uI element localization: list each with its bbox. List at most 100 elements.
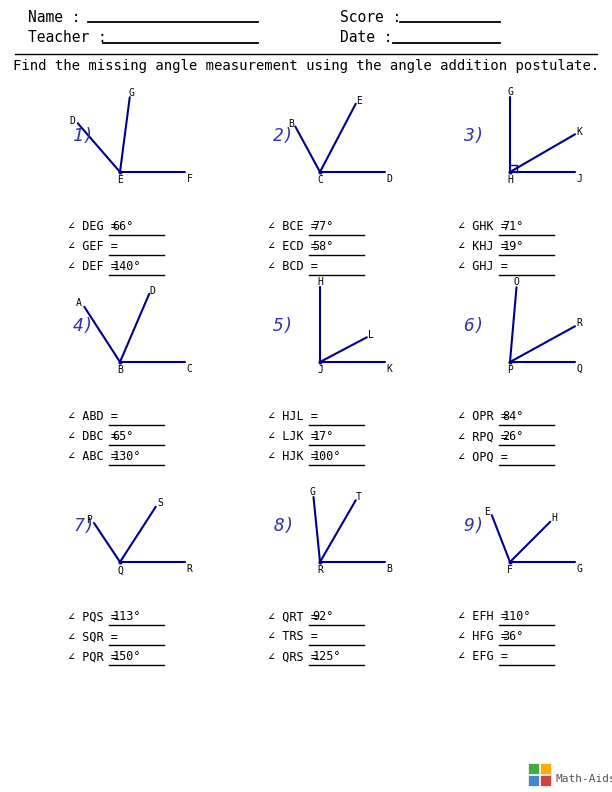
Text: L: L: [368, 329, 374, 340]
Text: R: R: [577, 318, 583, 328]
Text: ∠ LJK =: ∠ LJK =: [268, 431, 318, 444]
Text: 92°: 92°: [313, 611, 334, 623]
Text: Find the missing angle measurement using the angle addition postulate.: Find the missing angle measurement using…: [13, 59, 599, 73]
Text: 4): 4): [73, 318, 95, 335]
Text: B: B: [117, 365, 123, 375]
Text: Name :: Name :: [28, 10, 81, 25]
Text: 17°: 17°: [313, 431, 334, 444]
Text: 71°: 71°: [502, 220, 524, 234]
Text: ∠ GHJ =: ∠ GHJ =: [458, 261, 508, 273]
Text: R: R: [187, 563, 193, 573]
Text: ∠ BCE =: ∠ BCE =: [268, 220, 318, 234]
Text: ∠ HFG =: ∠ HFG =: [458, 630, 508, 643]
Text: 7): 7): [73, 517, 95, 535]
Text: 8): 8): [273, 517, 295, 535]
Text: 84°: 84°: [502, 410, 524, 424]
Text: D: D: [387, 173, 392, 184]
Text: ∠ PQR =: ∠ PQR =: [68, 650, 118, 664]
Text: ∠ SQR =: ∠ SQR =: [68, 630, 118, 643]
Text: ∠ BCD =: ∠ BCD =: [268, 261, 318, 273]
Text: 113°: 113°: [113, 611, 141, 623]
Text: K: K: [577, 127, 583, 137]
Text: ∠ QRS =: ∠ QRS =: [268, 650, 318, 664]
Text: ∠ PQS =: ∠ PQS =: [68, 611, 118, 623]
Text: ∠ KHJ =: ∠ KHJ =: [458, 241, 508, 253]
Text: Date :: Date :: [340, 31, 392, 45]
Text: Score :: Score :: [340, 10, 401, 25]
Text: 3): 3): [463, 128, 485, 145]
Text: 19°: 19°: [502, 241, 524, 253]
Text: S: S: [157, 498, 163, 508]
Text: 2): 2): [273, 128, 295, 145]
Text: ∠ DEG =: ∠ DEG =: [68, 220, 118, 234]
Bar: [528, 775, 539, 786]
Text: D: D: [149, 285, 155, 295]
Text: Q: Q: [577, 364, 583, 374]
Text: 100°: 100°: [313, 451, 341, 463]
Text: 9): 9): [463, 517, 485, 535]
Text: F: F: [187, 173, 193, 184]
Text: 125°: 125°: [313, 650, 341, 664]
Text: E: E: [484, 507, 490, 517]
Text: ∠ EFH =: ∠ EFH =: [458, 611, 508, 623]
Text: G: G: [309, 487, 315, 497]
Text: Q: Q: [117, 565, 123, 576]
Text: ∠ ECD =: ∠ ECD =: [268, 241, 318, 253]
Text: ∠ RPQ =: ∠ RPQ =: [458, 431, 508, 444]
Text: 66°: 66°: [113, 220, 134, 234]
Text: ∠ TRS =: ∠ TRS =: [268, 630, 318, 643]
Text: F: F: [507, 565, 513, 576]
Text: C: C: [317, 176, 323, 185]
Text: H: H: [317, 277, 323, 287]
Text: P: P: [86, 515, 92, 525]
Text: ∠ OPR =: ∠ OPR =: [458, 410, 508, 424]
Text: ∠ GEF =: ∠ GEF =: [68, 241, 118, 253]
Text: P: P: [507, 365, 513, 375]
Text: ∠ OPQ =: ∠ OPQ =: [458, 451, 508, 463]
Text: 36°: 36°: [502, 630, 524, 643]
Text: D: D: [70, 116, 75, 126]
Text: 77°: 77°: [313, 220, 334, 234]
Text: ∠ DEF =: ∠ DEF =: [68, 261, 118, 273]
Text: 6): 6): [463, 318, 485, 335]
Text: K: K: [387, 364, 392, 374]
Text: J: J: [317, 365, 323, 375]
Bar: [540, 775, 551, 786]
Text: 65°: 65°: [113, 431, 134, 444]
Text: 26°: 26°: [502, 431, 524, 444]
Text: 1): 1): [73, 128, 95, 145]
Text: ∠ EFG =: ∠ EFG =: [458, 650, 508, 664]
Text: Math-Aids.Com: Math-Aids.Com: [556, 774, 612, 784]
Text: H: H: [507, 176, 513, 185]
Text: ∠ DBC =: ∠ DBC =: [68, 431, 118, 444]
Text: J: J: [577, 173, 583, 184]
Text: A: A: [76, 299, 82, 309]
Text: 110°: 110°: [502, 611, 531, 623]
Text: 150°: 150°: [113, 650, 141, 664]
Bar: [540, 763, 551, 774]
Text: 5): 5): [273, 318, 295, 335]
Text: H: H: [551, 513, 557, 524]
Text: ∠ GHK =: ∠ GHK =: [458, 220, 508, 234]
Text: C: C: [187, 364, 193, 374]
Bar: [528, 763, 539, 774]
Text: E: E: [356, 96, 362, 105]
Text: ∠ ABD =: ∠ ABD =: [68, 410, 118, 424]
Text: O: O: [513, 277, 520, 287]
Text: 58°: 58°: [313, 241, 334, 253]
Text: ∠ HJL =: ∠ HJL =: [268, 410, 318, 424]
Text: 130°: 130°: [113, 451, 141, 463]
Text: B: B: [387, 563, 392, 573]
Text: E: E: [117, 176, 123, 185]
Text: ∠ QRT =: ∠ QRT =: [268, 611, 318, 623]
Text: G: G: [507, 87, 513, 97]
Text: B: B: [288, 119, 294, 129]
Text: G: G: [577, 563, 583, 573]
Text: Teacher :: Teacher :: [28, 31, 106, 45]
Text: ∠ ABC =: ∠ ABC =: [68, 451, 118, 463]
Text: G: G: [128, 88, 134, 97]
Text: 140°: 140°: [113, 261, 141, 273]
Text: ∠ HJK =: ∠ HJK =: [268, 451, 318, 463]
Text: T: T: [356, 492, 362, 502]
Text: R: R: [317, 565, 323, 576]
